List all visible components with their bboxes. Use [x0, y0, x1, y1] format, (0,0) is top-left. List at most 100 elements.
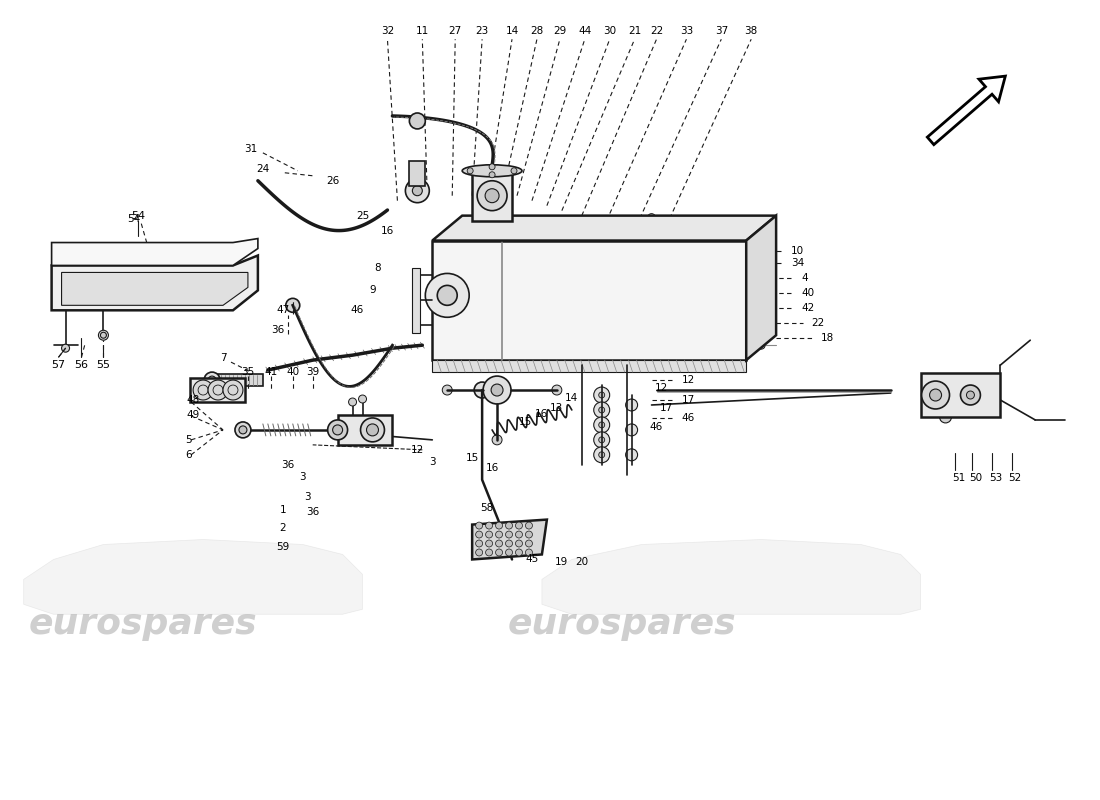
Text: 3: 3	[305, 492, 311, 502]
Circle shape	[598, 392, 605, 398]
Text: 16: 16	[485, 462, 498, 473]
Circle shape	[594, 402, 609, 418]
Circle shape	[205, 372, 220, 388]
Circle shape	[528, 222, 536, 230]
Text: 16: 16	[381, 226, 394, 235]
Text: 50: 50	[969, 473, 982, 482]
Text: 14: 14	[565, 393, 579, 403]
Text: 15: 15	[518, 417, 531, 427]
Text: 20: 20	[575, 558, 589, 567]
Circle shape	[366, 424, 378, 436]
Circle shape	[526, 531, 532, 538]
Text: 47: 47	[276, 306, 289, 315]
Bar	[432, 360, 746, 372]
Circle shape	[475, 522, 483, 529]
Circle shape	[506, 549, 513, 556]
Circle shape	[512, 168, 517, 174]
Circle shape	[526, 549, 532, 556]
Circle shape	[757, 271, 766, 279]
Circle shape	[967, 391, 975, 399]
Circle shape	[598, 452, 605, 458]
Circle shape	[485, 549, 493, 556]
Text: 27: 27	[449, 26, 462, 36]
Circle shape	[516, 549, 522, 556]
Text: 22: 22	[650, 26, 663, 36]
Circle shape	[490, 164, 495, 170]
Polygon shape	[927, 76, 1005, 145]
Text: 35: 35	[241, 367, 254, 377]
Circle shape	[757, 296, 766, 304]
Circle shape	[552, 385, 562, 395]
Text: 39: 39	[306, 367, 319, 377]
Polygon shape	[62, 273, 248, 306]
Text: 14: 14	[505, 26, 518, 36]
Circle shape	[626, 424, 638, 436]
Text: 16: 16	[536, 409, 549, 419]
Text: 36: 36	[282, 460, 295, 470]
Circle shape	[496, 522, 503, 529]
Text: 53: 53	[989, 473, 1002, 482]
Bar	[218, 374, 263, 386]
Circle shape	[558, 220, 565, 227]
Circle shape	[349, 398, 356, 406]
Text: 54: 54	[126, 214, 140, 224]
Ellipse shape	[462, 165, 522, 177]
Circle shape	[359, 395, 366, 403]
Text: 31: 31	[244, 144, 257, 154]
Circle shape	[488, 225, 496, 233]
Polygon shape	[52, 238, 257, 266]
Bar	[338, 415, 393, 445]
Text: 22: 22	[811, 318, 824, 328]
Text: 41: 41	[264, 367, 277, 377]
Text: 15: 15	[465, 453, 478, 463]
Bar	[409, 161, 426, 186]
Bar	[412, 269, 420, 334]
Polygon shape	[472, 519, 547, 559]
Text: 54: 54	[131, 210, 145, 221]
Text: 12: 12	[681, 375, 695, 385]
Circle shape	[406, 178, 429, 202]
Text: eurospares: eurospares	[507, 607, 736, 642]
Circle shape	[506, 522, 513, 529]
Text: 46: 46	[681, 413, 695, 423]
Circle shape	[922, 381, 949, 409]
Bar	[921, 373, 1000, 417]
Text: 56: 56	[75, 360, 88, 370]
Circle shape	[496, 549, 503, 556]
Text: 1: 1	[279, 505, 286, 514]
Text: 37: 37	[715, 26, 728, 36]
Text: 5: 5	[185, 435, 191, 445]
Text: 8: 8	[374, 263, 381, 274]
Circle shape	[516, 531, 522, 538]
Text: 48: 48	[187, 395, 200, 405]
Circle shape	[598, 437, 605, 443]
Text: 46: 46	[351, 306, 364, 315]
Circle shape	[194, 380, 213, 400]
Text: 24: 24	[256, 164, 270, 174]
Circle shape	[332, 425, 342, 435]
Text: 28: 28	[530, 26, 543, 36]
Circle shape	[516, 540, 522, 547]
Text: 57: 57	[52, 360, 66, 370]
Circle shape	[475, 531, 483, 538]
Text: 11: 11	[416, 26, 429, 36]
Text: 34: 34	[791, 258, 804, 269]
Text: 6: 6	[185, 450, 191, 460]
Circle shape	[526, 522, 532, 529]
Circle shape	[757, 322, 766, 330]
Text: 12: 12	[654, 383, 668, 393]
Circle shape	[496, 531, 503, 538]
Circle shape	[208, 376, 216, 384]
Polygon shape	[24, 539, 363, 614]
Polygon shape	[746, 216, 777, 360]
Circle shape	[939, 411, 952, 423]
Text: 40: 40	[286, 367, 299, 377]
Circle shape	[492, 435, 502, 445]
Text: 33: 33	[680, 26, 693, 36]
Text: 32: 32	[381, 26, 394, 36]
Circle shape	[491, 384, 503, 396]
Text: 25: 25	[356, 210, 370, 221]
Circle shape	[468, 168, 473, 174]
Text: 45: 45	[526, 554, 539, 565]
Text: 17: 17	[681, 395, 695, 405]
